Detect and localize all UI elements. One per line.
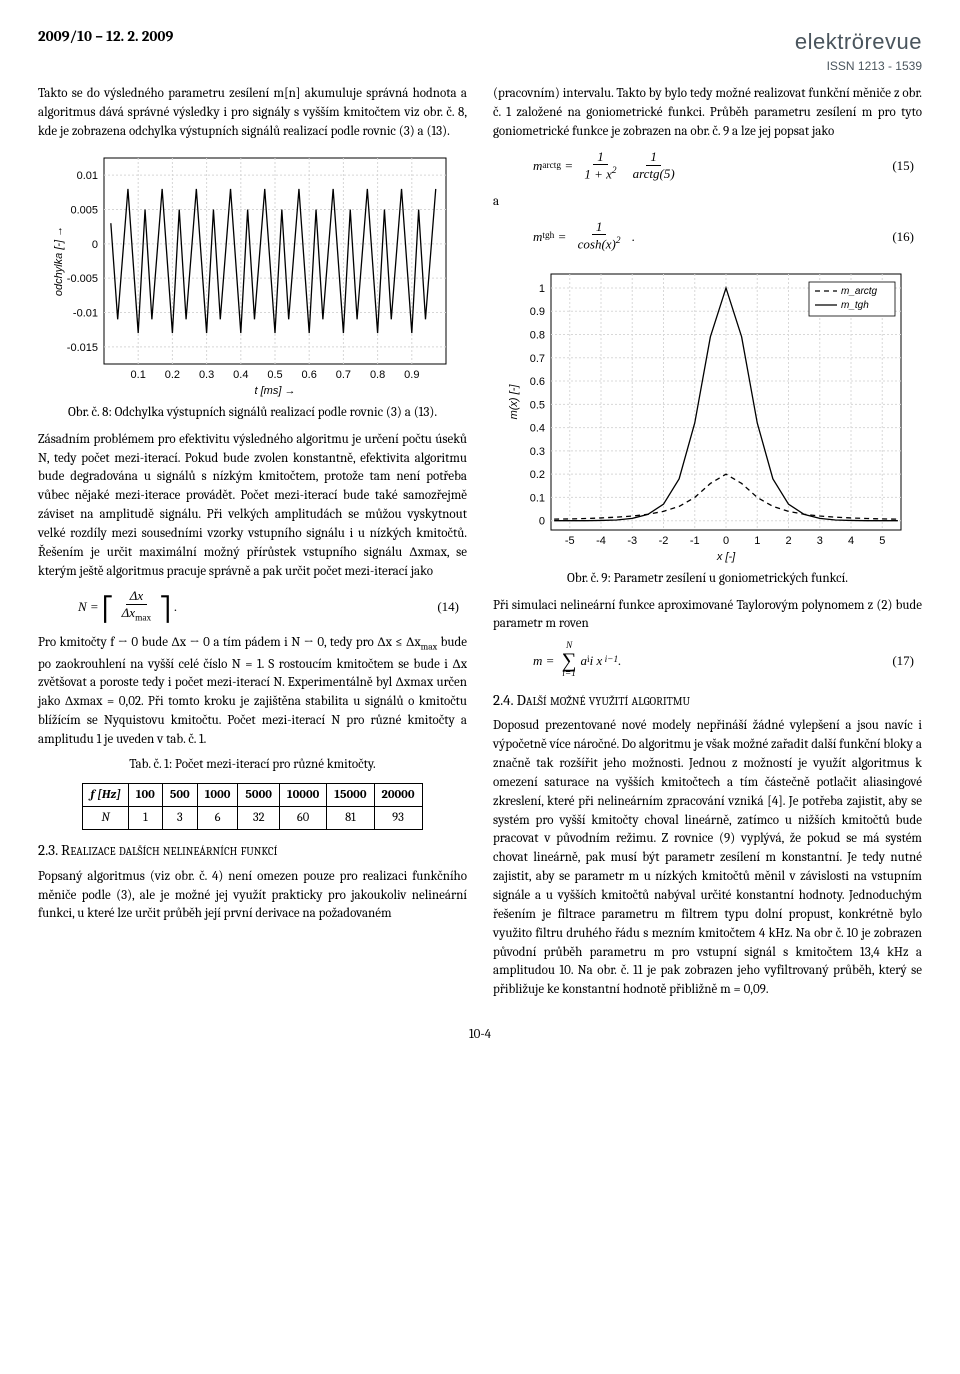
svg-text:m_arctg: m_arctg [841,286,878,297]
svg-text:-0.015: -0.015 [66,342,97,354]
svg-text:-4: -4 [596,535,606,547]
svg-text:0.4: 0.4 [233,369,248,381]
svg-text:0: 0 [722,535,728,547]
svg-text:0.3: 0.3 [529,446,544,458]
table-1: f [Hz]10050010005000100001500020000 N136… [82,783,422,830]
svg-text:0.4: 0.4 [529,422,544,434]
svg-text:1: 1 [754,535,760,547]
equation-14: N = ⎡ ΔxΔxmax ⎤ . (14) [78,589,459,624]
svg-text:0.005: 0.005 [70,204,98,216]
svg-text:0.9: 0.9 [529,306,544,318]
equation-17: m = N∑i=1 ai i x i−1. (17) [533,642,914,679]
svg-text:5: 5 [879,535,885,547]
equation-16-number: (16) [892,228,914,247]
svg-text:m(x) [-]: m(x) [-] [508,383,520,419]
svg-text:0.01: 0.01 [76,170,97,182]
svg-text:2: 2 [785,535,791,547]
journal-logo: elektrörevue ISSN 1213 - 1539 [795,26,922,75]
svg-text:t [ms] →: t [ms] → [254,385,295,397]
svg-text:0.7: 0.7 [335,369,350,381]
svg-text:0.7: 0.7 [529,352,544,364]
svg-text:-0.01: -0.01 [72,307,97,319]
page-number: 10-4 [38,1026,922,1045]
svg-text:4: 4 [847,535,853,547]
svg-text:-2: -2 [658,535,668,547]
svg-text:0.5: 0.5 [267,369,282,381]
page-header: 2009/10 – 12. 2. 2009 elektrörevue ISSN … [38,26,922,75]
equation-17-number: (17) [892,652,914,671]
right-paragraph-1: (pracovním) intervalu. Takto by bylo ted… [493,85,922,142]
figure-8-chart: 0.1 0.2 0.3 0.4 0.5 0.6 0.7 0.8 0.9 -0.015 -0.01 -0… [48,148,458,398]
equation-15-number: (15) [892,157,914,176]
left-paragraph-4: Popsaný algoritmus (viz obr. č. 4) není … [38,868,467,925]
figure-9-chart: -5 -4 -3 -2 -1 0 1 2 3 4 5 0 0.1 0.2 0.3 0.4 0.5 0.6 0.7 0.… [503,264,913,564]
svg-text:0.8: 0.8 [369,369,384,381]
svg-text:x [-]: x [-] [715,551,735,563]
svg-text:0.9: 0.9 [404,369,419,381]
svg-text:0.2: 0.2 [529,469,544,481]
right-paragraph-2: Při simulaci nelineární funkce aproximov… [493,597,922,635]
svg-text:-5: -5 [564,535,574,547]
equation-16: mtgh = 1cosh(x)2 . (16) [533,220,914,254]
svg-text:0.3: 0.3 [198,369,213,381]
issue-date: 2009/10 – 12. 2. 2009 [38,26,173,48]
svg-text:0: 0 [91,239,97,251]
svg-text:0.6: 0.6 [529,376,544,388]
logo-issn: ISSN 1213 - 1539 [795,58,922,75]
svg-text:0.1: 0.1 [529,492,544,504]
left-paragraph-3: Pro kmitočty f → 0 bude Δx → 0 a tím pád… [38,634,467,749]
svg-text:0.8: 0.8 [529,329,544,341]
svg-text:0: 0 [538,515,544,527]
svg-text:0.6: 0.6 [301,369,316,381]
left-paragraph-2: Zásadním problémem pro efektivitu výsled… [38,431,467,582]
left-paragraph-1: Takto se do výsledného parametru zesílen… [38,85,467,142]
equation-14-number: (14) [437,598,459,617]
section-2-3-heading: 2.3. Realizace dalších nelineárních funk… [38,840,467,862]
logo-title: elektrörevue [795,26,922,58]
svg-text:0.5: 0.5 [529,399,544,411]
left-column: Takto se do výsledného parametru zesílen… [38,85,467,1006]
conjunction-a: a [493,193,922,212]
svg-text:0.2: 0.2 [164,369,179,381]
svg-text:-3: -3 [627,535,637,547]
svg-text:odchylka [-] →: odchylka [-] → [53,226,65,296]
figure-8-caption: Obr. č. 8: Odchylka výstupních signálů r… [38,404,467,423]
svg-text:0.1: 0.1 [130,369,145,381]
two-column-layout: Takto se do výsledného parametru zesílen… [38,85,922,1006]
svg-text:-1: -1 [689,535,699,547]
right-column: (pracovním) intervalu. Takto by bylo ted… [493,85,922,1006]
right-paragraph-3: Doposud prezentované nové modely nepřiná… [493,717,922,1000]
figure-9-caption: Obr. č. 9: Parametr zesílení u goniometr… [493,570,922,589]
section-2-4-heading: 2.4. Další možné využití algoritmu [493,690,922,712]
table-1-caption: Tab. č. 1: Počet mezi-iterací pro různé … [38,756,467,775]
equation-15: marctg = 11 + x2 1arctg(5) (15) [533,150,914,184]
svg-text:1: 1 [538,283,544,295]
svg-text:-0.005: -0.005 [66,273,97,285]
svg-text:m_tgh: m_tgh [841,300,869,311]
svg-text:3: 3 [816,535,822,547]
